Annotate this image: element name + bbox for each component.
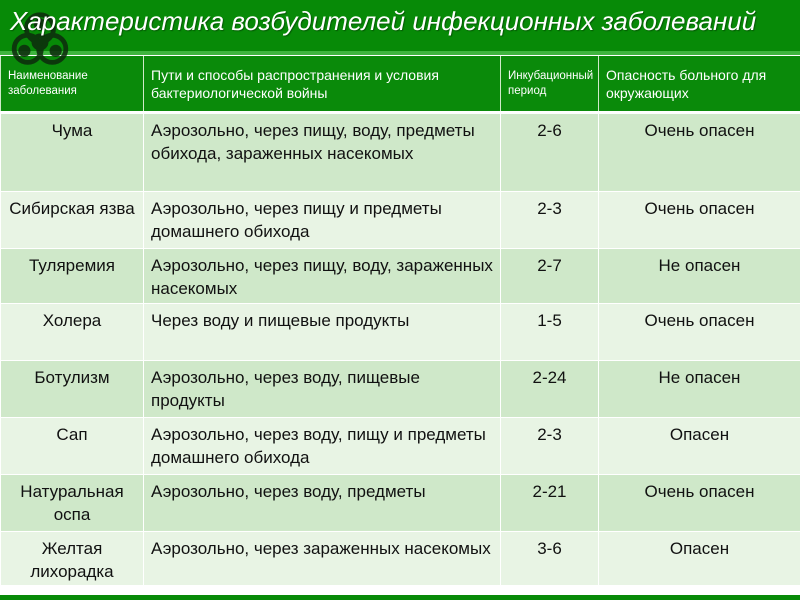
table-row: Холера Через воду и пищевые продукты 1-5… — [0, 303, 800, 361]
disease-name: Холера — [0, 303, 144, 361]
danger-level: Опасен — [598, 417, 800, 475]
disease-name: Натуральная оспа — [0, 474, 144, 532]
danger-level: Очень опасен — [598, 112, 800, 192]
header-incubation: Инкубационный период — [500, 56, 599, 114]
page-title: Характеристика возбудителей инфекционных… — [10, 6, 757, 36]
spread-ways: Аэрозольно, через пищу, воду, зараженных… — [143, 248, 501, 304]
table-header-row: Наименование заболевания Пути и способы … — [0, 56, 800, 114]
spread-ways: Аэрозольно, через воду, пищевые продукты — [143, 360, 501, 418]
spread-ways: Аэрозольно, через зараженных насекомых — [143, 531, 501, 586]
table-row: Чума Аэрозольно, через пищу, воду, предм… — [0, 112, 800, 192]
danger-level: Очень опасен — [598, 303, 800, 361]
incubation-period: 1-5 — [500, 303, 599, 361]
spread-ways: Аэрозольно, через пищу, воду, предметы о… — [143, 112, 501, 192]
table-row: Натуральная оспа Аэрозольно, через воду,… — [0, 474, 800, 532]
disease-name: Чума — [0, 112, 144, 192]
disease-name: Ботулизм — [0, 360, 144, 418]
incubation-period: 2-24 — [500, 360, 599, 418]
disease-name: Желтая лихорадка — [0, 531, 144, 586]
spread-ways: Через воду и пищевые продукты — [143, 303, 501, 361]
incubation-period: 2-3 — [500, 191, 599, 249]
table-row: Ботулизм Аэрозольно, через воду, пищевые… — [0, 360, 800, 418]
incubation-period: 2-21 — [500, 474, 599, 532]
bottom-strip — [0, 595, 800, 600]
diseases-table: Наименование заболевания Пути и способы … — [0, 56, 800, 586]
biohazard-icon — [11, 12, 69, 65]
danger-level: Опасен — [598, 531, 800, 586]
incubation-period: 2-6 — [500, 112, 599, 192]
disease-name: Сап — [0, 417, 144, 475]
danger-level: Не опасен — [598, 360, 800, 418]
spread-ways: Аэрозольно, через пищу и предметы домашн… — [143, 191, 501, 249]
incubation-period: 2-7 — [500, 248, 599, 304]
disease-name: Туляремия — [0, 248, 144, 304]
spread-ways: Аэрозольно, через воду, предметы — [143, 474, 501, 532]
table-row: Туляремия Аэрозольно, через пищу, воду, … — [0, 248, 800, 304]
spread-ways: Аэрозольно, через воду, пищу и предметы … — [143, 417, 501, 475]
table-row: Желтая лихорадка Аэрозольно, через зараж… — [0, 531, 800, 586]
header-danger: Опасность больного для окружающих — [598, 56, 800, 114]
danger-level: Очень опасен — [598, 191, 800, 249]
header-disease-name: Наименование заболевания — [0, 56, 144, 114]
title-bar — [0, 0, 800, 55]
table-row: Сап Аэрозольно, через воду, пищу и предм… — [0, 417, 800, 475]
incubation-period: 2-3 — [500, 417, 599, 475]
danger-level: Не опасен — [598, 248, 800, 304]
table-row: Сибирская язва Аэрозольно, через пищу и … — [0, 191, 800, 249]
incubation-period: 3-6 — [500, 531, 599, 586]
header-spread-ways: Пути и способы распространения и условия… — [143, 56, 501, 114]
danger-level: Очень опасен — [598, 474, 800, 532]
disease-name: Сибирская язва — [0, 191, 144, 249]
